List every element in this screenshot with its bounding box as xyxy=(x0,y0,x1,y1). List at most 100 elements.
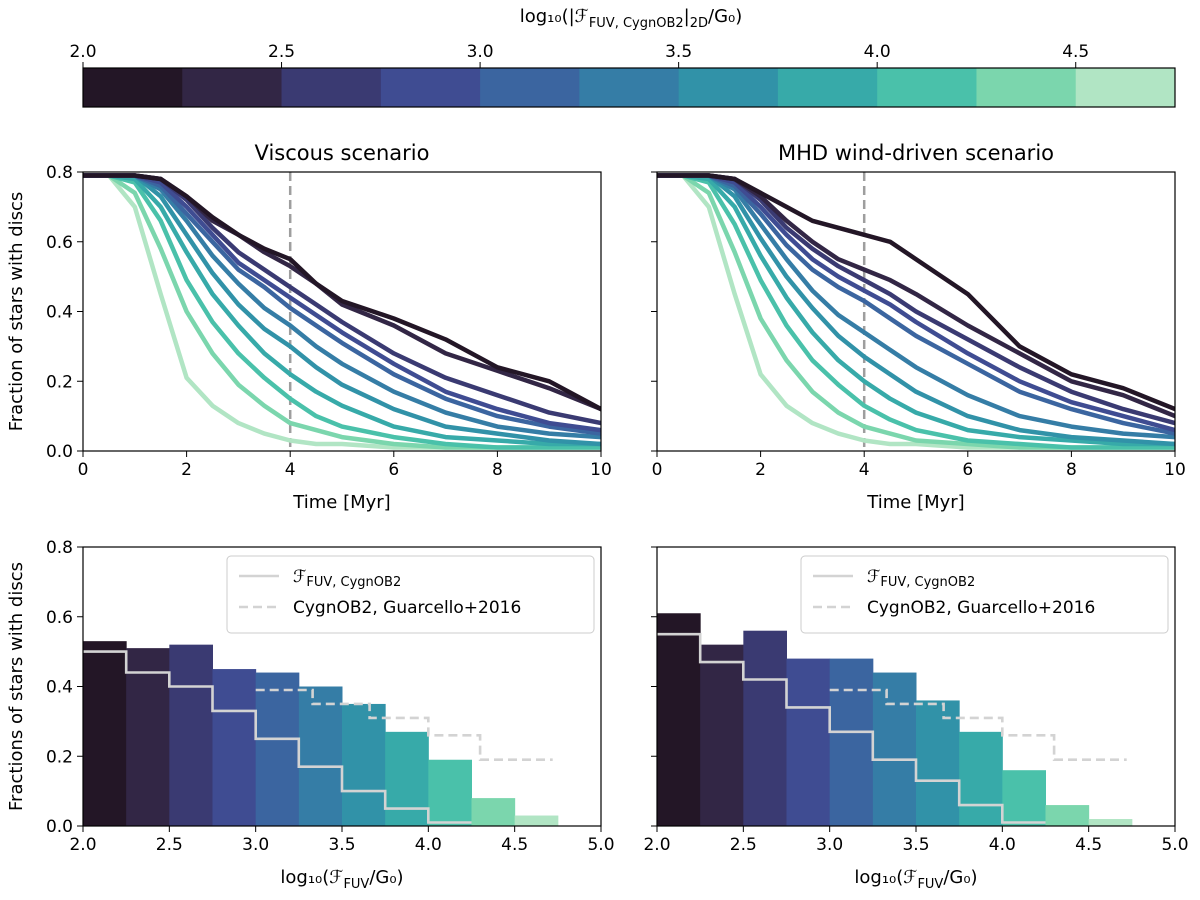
y-tick-label: 0.2 xyxy=(46,747,73,767)
histogram-bar xyxy=(212,669,257,826)
series-line-3.625 xyxy=(657,173,1175,447)
x-axis-label: log₁₀(ℱFUV/G₀) xyxy=(280,867,403,892)
series-line-2.125 xyxy=(657,173,1175,412)
colorbar-label: log₁₀(|ℱFUV, CygnOB2|2D/G₀) xyxy=(520,6,743,31)
x-axis-label-part: log₁₀(ℱ xyxy=(280,867,343,888)
histogram-bar xyxy=(700,644,744,826)
histogram-bar xyxy=(829,658,874,826)
series-line-3.875 xyxy=(83,173,601,447)
panel-viscous-scenario: 0 2 4 6 8 10 0.0 0.2 0.4 0.6 0.8 Fraction of stars … xyxy=(6,141,612,513)
histogram-bar xyxy=(342,703,386,826)
panel-histogram-mhd: 2.0 2.5 3.0 3.5 4.0 4.5 5.0 log₁₀(ℱFUV/G₀) ℱFUV,… xyxy=(643,546,1189,892)
axes-frame xyxy=(82,171,602,452)
panel-histogram-viscous: 2.0 2.5 3.0 3.5 4.0 4.5 5.0 0.0 0.2 0.4 0.6 0.8 Frac… xyxy=(6,538,615,892)
x-tick-label: 4 xyxy=(285,460,296,480)
histogram-bar xyxy=(1002,770,1046,826)
histogram-bar xyxy=(872,672,917,826)
x-tick-label: 3.5 xyxy=(902,835,929,855)
colorbar-bin xyxy=(83,68,183,107)
x-tick-label: 6 xyxy=(388,460,399,480)
y-tick-label: 0.2 xyxy=(46,372,73,392)
x-tick-label: 8 xyxy=(492,460,503,480)
y-tick-label: 0.8 xyxy=(46,538,73,558)
series-line-4.125 xyxy=(83,173,601,450)
colorbar: 2.0 2.5 3.0 3.5 4.0 4.5 xyxy=(69,42,1176,108)
histogram-bar xyxy=(916,700,960,826)
x-tick-label: 2.5 xyxy=(156,835,183,855)
x-tick-label: 2.0 xyxy=(69,835,96,855)
legend-entry-label: ℱFUV, CygnOB2 xyxy=(867,567,975,590)
y-tick-label: 0.8 xyxy=(46,163,73,183)
legend-entry-label: CygnOB2, Guarcello+2016 xyxy=(867,598,1095,618)
axes-frame xyxy=(656,171,1176,452)
series-line-2.125 xyxy=(83,173,601,412)
histogram-bar xyxy=(1045,805,1090,826)
histogram-bar xyxy=(255,672,300,826)
histogram-bar xyxy=(743,630,787,826)
y-axis-label: Fraction of stars with discs xyxy=(6,192,27,432)
y-tick-label: 0.4 xyxy=(46,303,73,323)
x-tick-label: 3.0 xyxy=(816,835,843,855)
x-tick-label: 5.0 xyxy=(1161,835,1188,855)
colorbar-bin xyxy=(281,68,382,107)
series-line-4.125 xyxy=(657,173,1175,450)
colorbar-tick-label: 3.5 xyxy=(665,42,692,62)
x-axis-label: Time [Myr] xyxy=(292,492,390,513)
y-tick-label: 0.0 xyxy=(46,817,73,837)
series-line-3.875 xyxy=(657,173,1175,447)
x-tick-label: 4.5 xyxy=(501,835,528,855)
histogram-bar xyxy=(471,798,516,826)
histogram-bar xyxy=(126,648,170,826)
x-tick-label: 4.5 xyxy=(1075,835,1102,855)
histogram-bar xyxy=(514,815,559,826)
panel-mhd-wind-driven-scenario: 0 2 4 6 8 10 MHD wind-driven scenario Time [Myr… xyxy=(651,141,1186,513)
x-tick-label: 6 xyxy=(962,460,973,480)
histogram-bar xyxy=(169,644,213,826)
x-axis-label: Time [Myr] xyxy=(866,492,964,513)
histogram-bar xyxy=(959,731,1003,826)
y-tick-label: 0.6 xyxy=(46,233,73,253)
x-tick-label: 2 xyxy=(755,460,766,480)
legend-entry-main: ℱ xyxy=(293,567,306,587)
histogram-bar xyxy=(83,641,127,826)
series-line-3.375 xyxy=(657,173,1175,440)
x-tick-label: 4.0 xyxy=(989,835,1016,855)
x-axis-label-end: /G₀) xyxy=(943,867,977,888)
legend-entry-main: CygnOB2, Guarcello+2016 xyxy=(867,598,1095,618)
legend-entry-main: CygnOB2, Guarcello+2016 xyxy=(293,598,521,618)
y-tick-label: 0.0 xyxy=(46,442,73,462)
step-line-guarcello-2016 xyxy=(829,688,1127,761)
colorbar-bin xyxy=(976,68,1077,107)
x-tick-label: 4 xyxy=(859,460,870,480)
x-tick-label: 5.0 xyxy=(587,835,614,855)
step-line-fuv-cygnob2 xyxy=(83,650,472,824)
x-tick-label: 8 xyxy=(1066,460,1077,480)
colorbar-bin xyxy=(678,68,779,107)
x-tick-label: 0 xyxy=(78,460,89,480)
x-tick-label: 3.0 xyxy=(242,835,269,855)
histogram-bar xyxy=(298,686,343,826)
legend-entry-sub: FUV, CygnOB2 xyxy=(306,575,401,590)
legend: ℱFUV, CygnOB2 CygnOB2, Guarcello+2016 xyxy=(226,555,595,634)
series-group xyxy=(657,172,1175,451)
x-tick-label: 3.5 xyxy=(328,835,355,855)
colorbar-bin xyxy=(1075,68,1176,107)
histogram-bar xyxy=(657,613,701,826)
step-line-guarcello-2016 xyxy=(255,688,553,761)
colorbar-tick-label: 2.0 xyxy=(69,42,96,62)
y-tick-label: 0.4 xyxy=(46,678,73,698)
axes-frame xyxy=(656,546,1176,827)
series-line-3.125 xyxy=(657,173,1175,436)
step-line-fuv-cygnob2 xyxy=(657,632,1046,824)
series-group xyxy=(83,172,601,451)
panel-title: MHD wind-driven scenario xyxy=(778,141,1054,165)
colorbar-bin xyxy=(777,68,878,107)
x-tick-label: 2.0 xyxy=(643,835,670,855)
legend: ℱFUV, CygnOB2 CygnOB2, Guarcello+2016 xyxy=(800,555,1169,634)
legend-entry-sub: FUV, CygnOB2 xyxy=(880,575,975,590)
colorbar-tick-label: 4.5 xyxy=(1062,42,1089,62)
histogram-bar xyxy=(385,731,429,826)
x-tick-label: 10 xyxy=(590,460,612,480)
y-tick-label: 0.6 xyxy=(46,608,73,628)
